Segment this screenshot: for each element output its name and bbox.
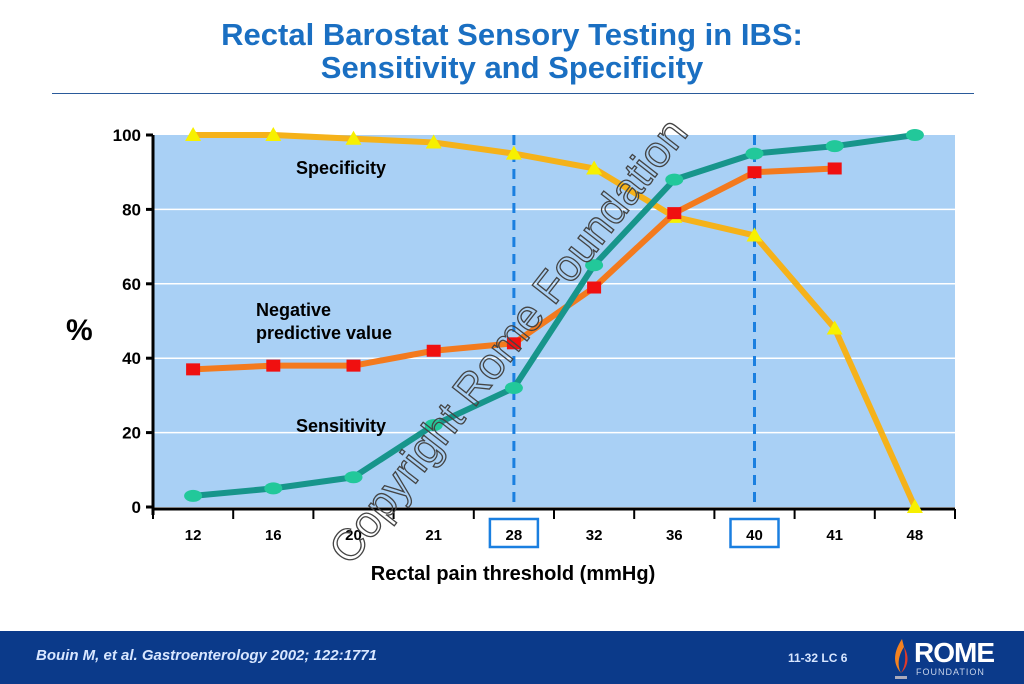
- x-tick-label: 41: [826, 527, 843, 544]
- x-tick-label: 21: [425, 527, 442, 544]
- npv-point: [827, 162, 842, 175]
- x-tick-label: 28: [506, 527, 523, 544]
- title-line-1: Rectal Barostat Sensory Testing in IBS:: [221, 17, 803, 52]
- citation: Bouin M, et al. Gastroenterology 2002; 1…: [36, 647, 377, 664]
- y-tick-label: 20: [122, 424, 141, 443]
- threshold-highlight-box: [729, 517, 780, 549]
- npv-point: [426, 344, 441, 357]
- slide-code: 11-32 LC 6: [788, 651, 848, 665]
- y-tick-label: 80: [122, 200, 141, 219]
- specificity-point: [746, 227, 763, 242]
- x-tick-label: 32: [586, 527, 603, 544]
- y-tick-label: 60: [122, 275, 141, 294]
- npv-label-line1: Negative: [256, 300, 331, 320]
- sensitivity-point: [504, 381, 523, 394]
- sensitivity-point: [745, 147, 764, 160]
- sensitivity-point: [825, 140, 844, 153]
- sensitivity-point: [585, 259, 604, 272]
- npv-point: [346, 359, 361, 372]
- specificity-point: [505, 145, 522, 160]
- specificity-point: [425, 134, 442, 149]
- npv-point: [186, 363, 201, 376]
- page-title: Rectal Barostat Sensory Testing in IBS: …: [0, 18, 1024, 84]
- x-axis-label: Rectal pain threshold (mmHg): [371, 563, 655, 585]
- plot-area: [153, 135, 955, 507]
- npv-point: [747, 166, 762, 179]
- sensitivity-point: [665, 173, 684, 186]
- x-tick-label: 48: [907, 527, 924, 544]
- sensitivity-point: [184, 489, 203, 502]
- sensitivity-label: Sensitivity: [296, 416, 386, 436]
- series-line-2: [192, 132, 916, 499]
- specificity-point: [265, 127, 282, 141]
- npv-point: [587, 281, 602, 294]
- npv-label-line2: predictive value: [256, 323, 392, 343]
- npv-point: [667, 207, 682, 220]
- specificity-point: [345, 130, 362, 145]
- x-tick-label: 20: [345, 527, 362, 544]
- y-tick-label: 100: [113, 126, 141, 145]
- x-tick-label: 36: [666, 527, 683, 544]
- sensitivity-point: [344, 471, 363, 484]
- specificity-point: [586, 160, 603, 175]
- specificity-point: [826, 320, 843, 335]
- sensitivity-point: [424, 419, 443, 432]
- title-divider: [52, 93, 974, 94]
- chart: 0 20 40 60 80 100 12 16 20 21 28 32 36 40 41 48 Specific…: [66, 109, 956, 585]
- y-tick-label: 40: [122, 349, 141, 368]
- series-line-0: [193, 132, 918, 509]
- specificity-label: Specificity: [296, 158, 386, 178]
- threshold-highlight-box: [488, 517, 540, 549]
- npv-point: [266, 359, 281, 372]
- title-line-2: Sensitivity and Specificity: [320, 50, 704, 85]
- sensitivity-point: [264, 482, 283, 495]
- footer: Bouin M, et al. Gastroenterology 2002; 1…: [0, 631, 1024, 684]
- sensitivity-point: [905, 129, 924, 141]
- x-tick-label: 12: [185, 527, 202, 544]
- y-tick-label: 0: [132, 498, 141, 517]
- specificity-point: [906, 499, 923, 513]
- x-tick-label: 40: [746, 527, 763, 544]
- x-tick-label: 16: [265, 527, 282, 544]
- specificity-point: [185, 127, 202, 141]
- flame-icon: [895, 639, 908, 679]
- npv-point: [506, 337, 521, 350]
- y-axis-label: %: [66, 314, 93, 347]
